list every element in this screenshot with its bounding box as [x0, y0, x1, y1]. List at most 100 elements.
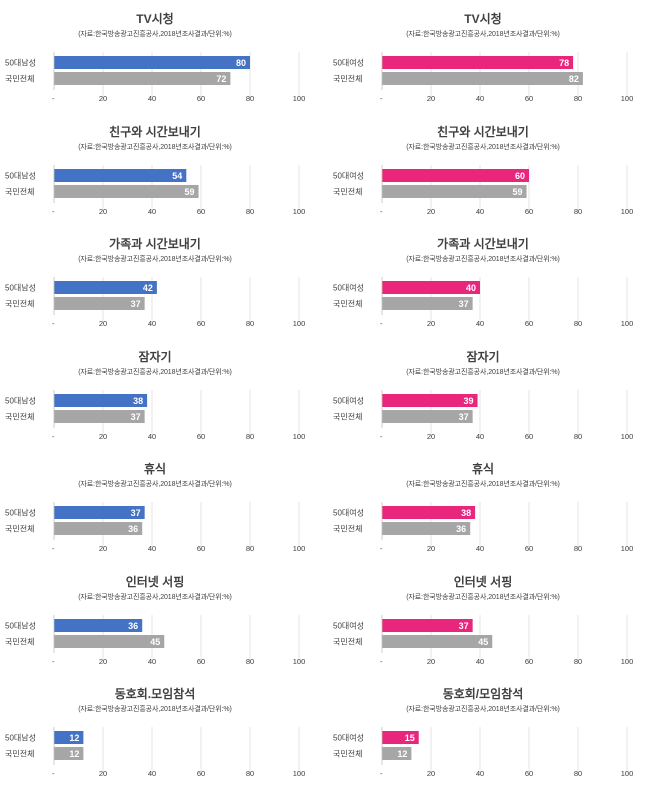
data-label: 80	[236, 58, 246, 68]
category-label: 50대여성	[333, 733, 364, 743]
chart-panel: 인터넷 서핑 (자료:한국방송광고진흥공사,2018년조사결과/단위:%) 50대여…	[333, 575, 633, 680]
tick-label: 20	[99, 544, 107, 553]
category-label: 50대남성	[5, 171, 36, 180]
category-label: 국민전체	[333, 636, 362, 646]
data-label: 15	[405, 733, 415, 743]
tick-label-origin: -	[380, 769, 383, 778]
category-label: 국민전체	[5, 299, 34, 309]
tick-label: 40	[148, 769, 156, 778]
tick-label: 40	[148, 207, 156, 216]
chart-title: 인터넷 서핑	[125, 574, 185, 589]
category-label: 50대여성	[333, 283, 364, 293]
bar	[382, 72, 583, 85]
tick-label: 20	[427, 94, 435, 103]
category-label: 국민전체	[5, 524, 34, 534]
tick-label: 100	[293, 94, 306, 103]
chart-panel: 가족과 시간보내기 (자료:한국방송광고진흥공사,2018년조사결과/단위:%) 5…	[5, 237, 305, 342]
chart-panel: 휴식 (자료:한국방송광고진흥공사,2018년조사결과/단위:%) 50대여성 38 국…	[333, 462, 633, 567]
tick-label: 100	[621, 319, 634, 328]
chart-subtitle: (자료:한국방송광고진흥공사,2018년조사결과/단위:%)	[406, 481, 560, 488]
tick-label: 60	[525, 432, 533, 441]
data-label: 37	[131, 508, 141, 518]
bar	[382, 56, 574, 69]
tick-label: 80	[574, 207, 582, 216]
bar-chart-svg: 50대남성 80 국민전체 72 - 20 40 60 80 100	[5, 52, 306, 103]
data-label: 54	[172, 171, 182, 181]
tick-label-origin: -	[380, 319, 383, 328]
data-label: 36	[128, 524, 138, 534]
bar	[54, 409, 145, 423]
chart-title: 동호회/모임참석	[442, 687, 524, 701]
chart-panel: 가족과 시간보내기 (자료:한국방송광고진흥공사,2018년조사결과/단위:%) 5…	[333, 237, 633, 342]
category-label: 국민전체	[333, 74, 362, 84]
data-label: 59	[185, 187, 195, 197]
category-label: 50대여성	[333, 58, 364, 68]
chart-title: 친구와 시간보내기	[109, 124, 201, 139]
category-label: 국민전체	[333, 749, 362, 759]
chart-panel: TV시청 (자료:한국방송광고진흥공사,2018년조사결과/단위:%) 50대남성 8…	[5, 12, 305, 117]
tick-label: 40	[148, 657, 156, 666]
tick-label-origin: -	[52, 94, 55, 103]
chart-title: 잠자기	[138, 349, 172, 364]
tick-label: 100	[621, 432, 634, 441]
data-label: 38	[461, 508, 471, 518]
tick-label: 20	[99, 432, 107, 441]
data-label: 37	[131, 412, 141, 422]
tick-label: 60	[197, 94, 205, 103]
tick-label: 60	[197, 319, 205, 328]
tick-label: 60	[525, 657, 533, 666]
chart-title: 가족과 시간보내기	[109, 237, 201, 251]
tick-label: 40	[476, 544, 484, 553]
tick-label: 60	[197, 769, 205, 778]
data-label: 39	[464, 396, 474, 406]
chart-title: 휴식	[143, 462, 167, 476]
tick-label: 20	[99, 769, 107, 778]
category-label: 50대여성	[333, 508, 364, 518]
data-label: 42	[143, 283, 153, 293]
data-label: 45	[478, 637, 488, 647]
tick-label: 40	[476, 769, 484, 778]
chart-subtitle: (자료:한국방송광고진흥공사,2018년조사결과/단위:%)	[406, 256, 560, 263]
tick-label-origin: -	[52, 319, 55, 328]
tick-label: 60	[525, 544, 533, 553]
tick-label-origin: -	[52, 207, 55, 216]
tick-label: 60	[197, 544, 205, 553]
tick-label: 40	[148, 94, 156, 103]
bar	[54, 56, 250, 69]
category-label: 50대남성	[5, 734, 36, 743]
bar	[382, 618, 473, 632]
bar	[54, 393, 148, 407]
data-label: 37	[459, 412, 469, 422]
tick-label: 20	[427, 769, 435, 778]
tick-label: 80	[246, 432, 254, 441]
data-label: 40	[466, 283, 476, 293]
tick-label: 100	[293, 544, 306, 553]
data-label: 38	[133, 396, 143, 406]
category-label: 국민전체	[333, 299, 362, 309]
bar	[382, 747, 412, 760]
bar-chart-svg: 50대여성 38 국민전체 36 - 20 40 60 80 100	[333, 502, 633, 553]
chart-panel: 동호회.모임참석 (자료:한국방송광고진흥공사,2018년조사결과/단위:%) 50…	[5, 687, 305, 792]
tick-label: 40	[148, 319, 156, 328]
tick-label: 40	[476, 657, 484, 666]
category-label: 50대여성	[333, 170, 364, 180]
bar-chart-svg: 50대남성 37 국민전체 36 - 20 40 60 80 100	[5, 502, 306, 553]
bar-chart-svg: 50대남성 36 국민전체 45 - 20 40 60 80 100	[5, 614, 306, 666]
tick-label: 60	[525, 769, 533, 778]
category-label: 국민전체	[5, 186, 34, 196]
category-label: 국민전체	[5, 749, 34, 759]
tick-label: 80	[574, 544, 582, 553]
tick-label: 40	[148, 544, 156, 553]
tick-label: 60	[197, 432, 205, 441]
tick-label: 60	[197, 207, 205, 216]
data-label: 12	[397, 749, 407, 759]
chart-subtitle: (자료:한국방송광고진흥공사,2018년조사결과/단위:%)	[406, 706, 560, 713]
category-label: 50대남성	[5, 396, 36, 405]
chart-title: TV시청	[136, 12, 174, 26]
data-label: 60	[515, 171, 525, 181]
data-label: 82	[569, 74, 579, 84]
tick-label: 100	[293, 657, 306, 666]
category-label: 50대남성	[5, 509, 36, 518]
bar	[54, 522, 143, 535]
chart-subtitle: (자료:한국방송광고진흥공사,2018년조사결과/단위:%)	[78, 706, 232, 713]
